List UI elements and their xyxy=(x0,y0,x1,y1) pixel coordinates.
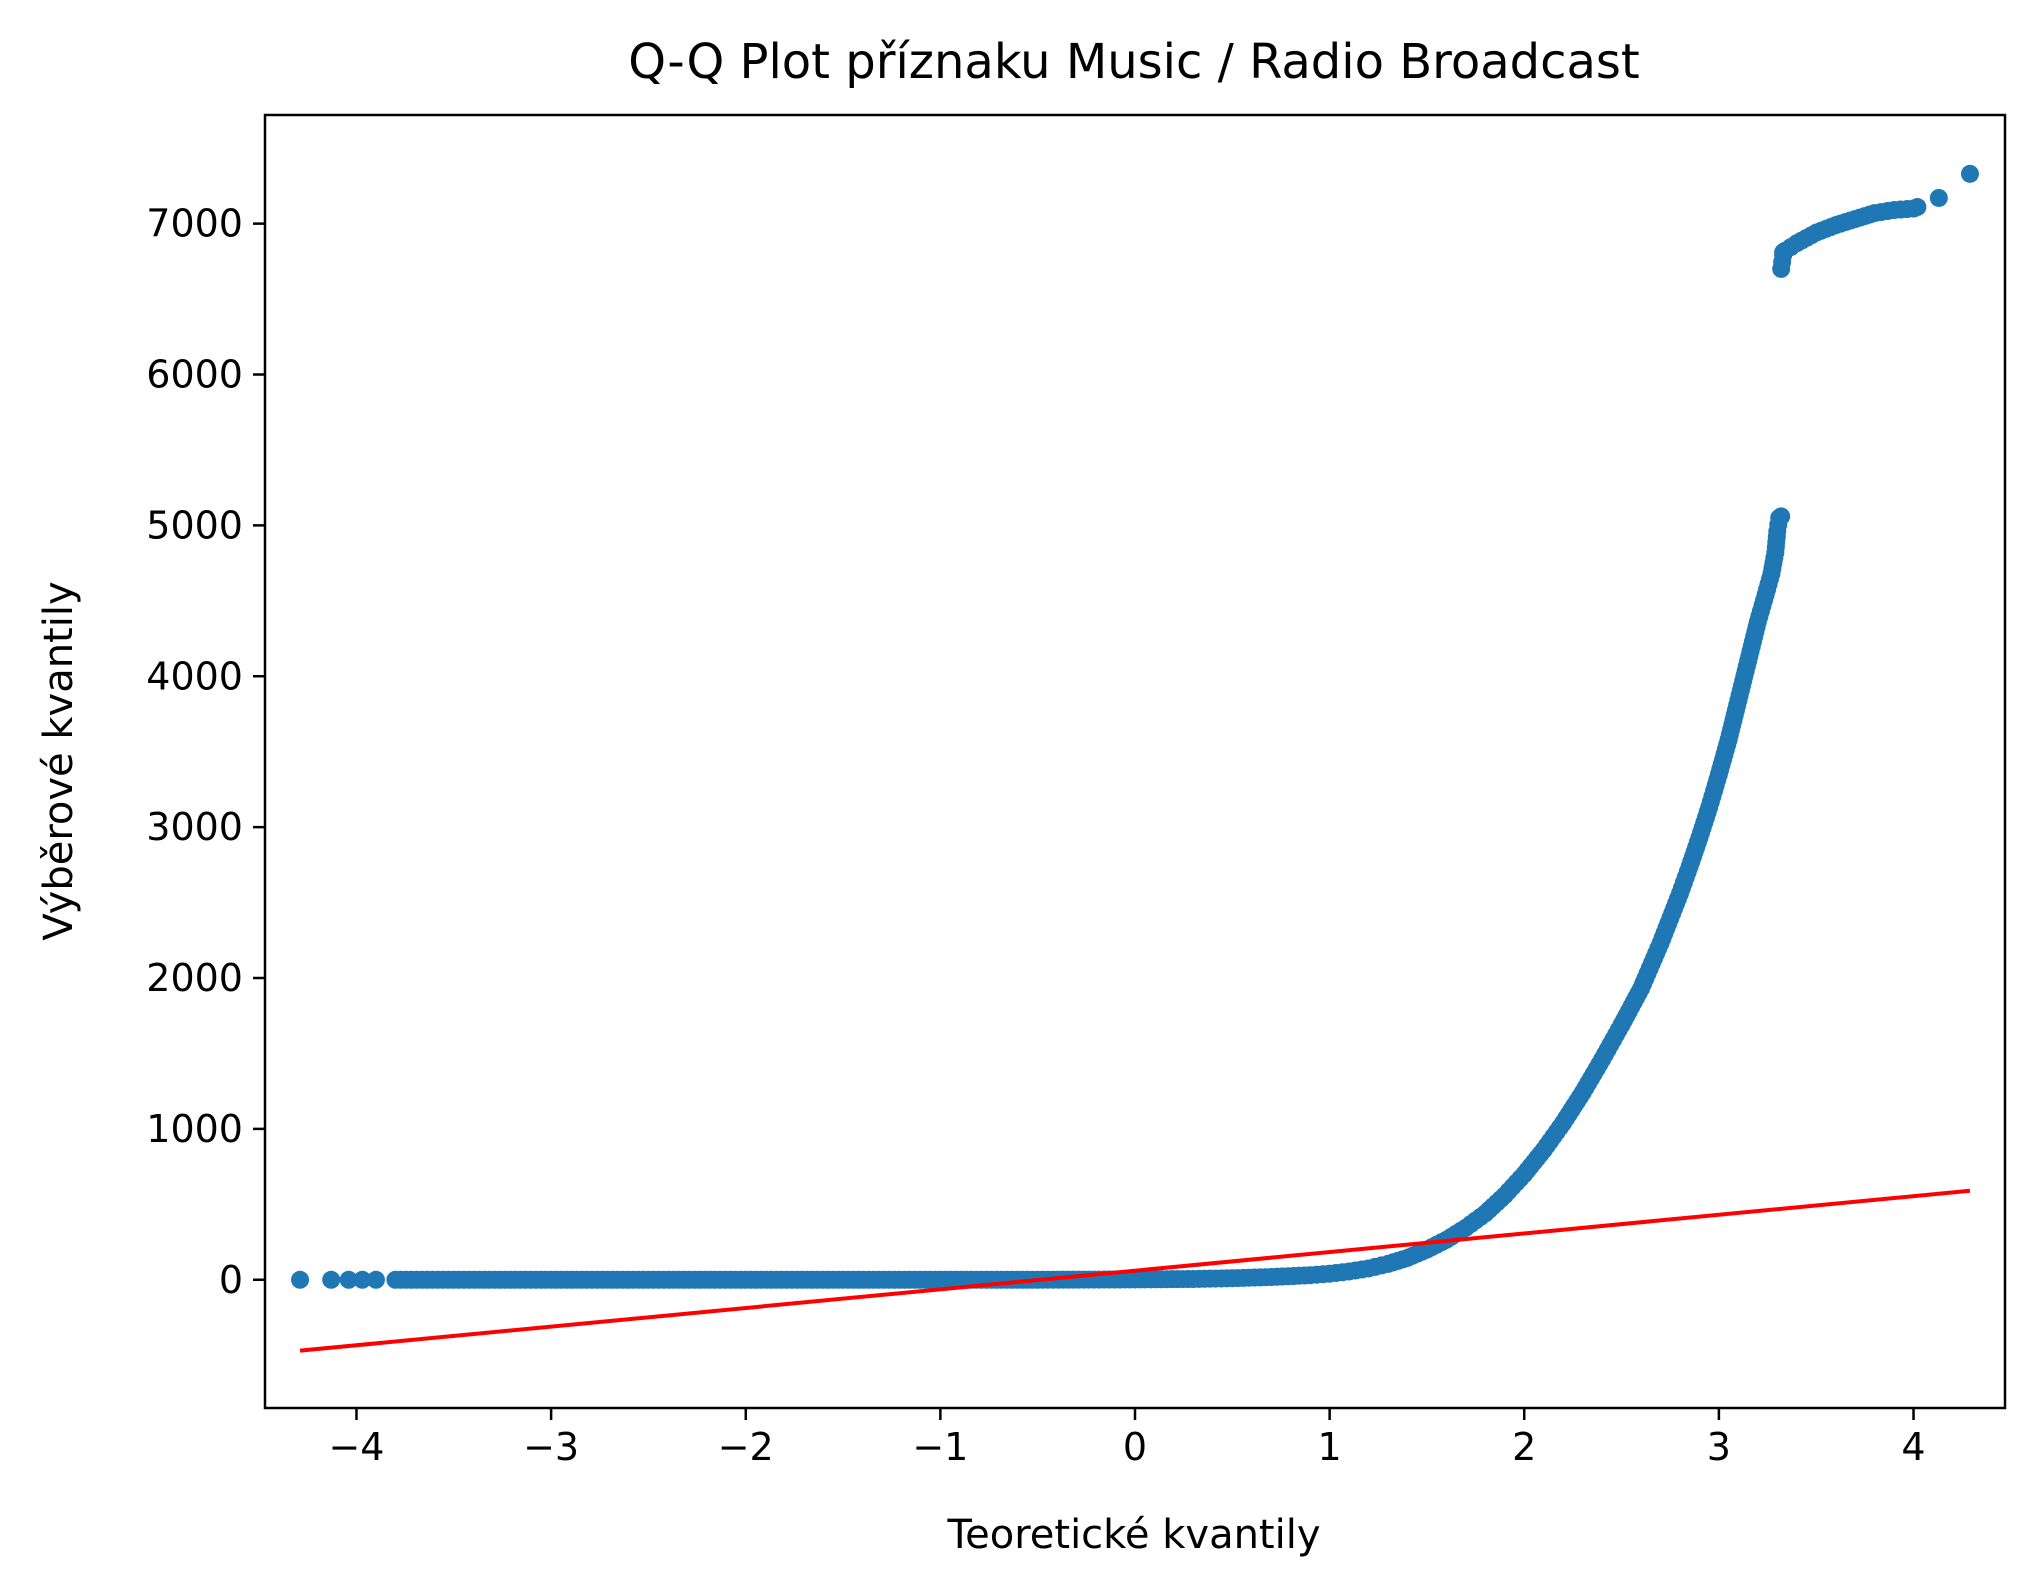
x-tick-label: 3 xyxy=(1707,1425,1731,1469)
x-tick-label: −3 xyxy=(523,1425,579,1469)
y-tick-label: 5000 xyxy=(146,503,243,547)
plot-area xyxy=(291,164,1979,1353)
data-point xyxy=(1960,164,1979,183)
y-tick-label: 3000 xyxy=(146,805,243,849)
x-axis-ticks: −4 −3 −2 −1 0 1 2 3 4 xyxy=(328,1408,1926,1469)
y-axis-ticks: 0 1000 2000 3000 4000 5000 6000 7000 xyxy=(146,202,265,1302)
y-tick-label: 0 xyxy=(219,1258,243,1302)
data-point xyxy=(366,1270,385,1289)
data-point xyxy=(339,1270,358,1289)
data-point xyxy=(353,1270,372,1289)
data-point xyxy=(1929,188,1948,207)
reference-line-layer xyxy=(299,1188,1971,1353)
y-tick-label: 1000 xyxy=(146,1107,243,1151)
chart-title: Q-Q Plot příznaku Music / Radio Broadcas… xyxy=(628,34,1639,90)
data-point xyxy=(322,1270,341,1289)
y-tick-label: 6000 xyxy=(146,353,243,397)
x-tick-label: −1 xyxy=(912,1425,968,1469)
y-tick-label: 2000 xyxy=(146,956,243,1000)
x-tick-label: 2 xyxy=(1512,1425,1536,1469)
y-tick-label: 4000 xyxy=(146,654,243,698)
y-axis-label: Výběrové kvantily xyxy=(36,581,82,940)
reference-line xyxy=(299,1188,1971,1353)
x-axis-label: Teoretické kvantily xyxy=(946,1512,1320,1558)
x-tick-label: 0 xyxy=(1123,1425,1147,1469)
data-points-layer xyxy=(291,164,1979,1289)
x-tick-label: −4 xyxy=(328,1425,384,1469)
data-point xyxy=(291,1270,310,1289)
x-tick-label: 1 xyxy=(1318,1425,1342,1469)
data-point xyxy=(1772,507,1791,526)
y-tick-label: 7000 xyxy=(146,202,243,246)
x-tick-label: 4 xyxy=(1901,1425,1925,1469)
data-point xyxy=(1908,198,1927,217)
x-tick-label: −2 xyxy=(718,1425,774,1469)
